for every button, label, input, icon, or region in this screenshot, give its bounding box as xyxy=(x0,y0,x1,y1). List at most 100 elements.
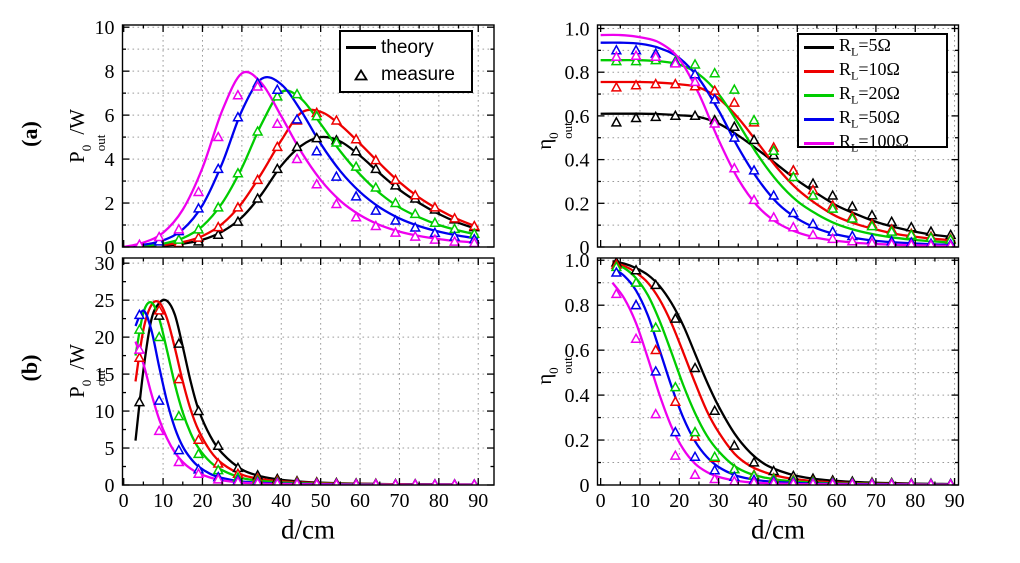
measure-points-R_L=20Ω xyxy=(610,54,957,244)
svg-text:20: 20 xyxy=(95,327,115,349)
legend-row-rl-0: RL=5Ω xyxy=(799,35,946,59)
measure-points-R_L=10Ω xyxy=(610,258,955,485)
svg-text:0.8: 0.8 xyxy=(565,62,590,84)
gridlines xyxy=(122,258,494,485)
x-axis-label-left: d/cm xyxy=(281,514,335,545)
svg-text:0.2: 0.2 xyxy=(565,193,590,215)
svg-text:10: 10 xyxy=(95,401,115,423)
svg-text:40: 40 xyxy=(748,490,768,512)
svg-text:0: 0 xyxy=(580,475,590,497)
svg-text:1.0: 1.0 xyxy=(565,18,590,40)
legend-row-rl-4: RL=100Ω xyxy=(799,131,946,155)
tick-labels: 0 0.2 0.4 0.6 0.8 1.0 xyxy=(565,18,590,259)
panel-power-vs-distance-row-a: 0 2 4 6 8 10 xyxy=(95,17,495,259)
legend-row-measure: measure xyxy=(341,63,471,87)
row-label-a: (a) xyxy=(17,121,42,147)
panel-efficiency-vs-distance-row-a: 0 0.2 0.4 0.6 0.8 1.0 xyxy=(565,18,960,259)
svg-text:25: 25 xyxy=(95,290,115,312)
svg-text:0: 0 xyxy=(580,237,590,259)
svg-text:0: 0 xyxy=(596,490,606,512)
legend-theory-measure: theory measure xyxy=(339,30,473,93)
legend-load-resistance: RL=5Ω RL=10Ω RL=20Ω RL=50Ω RL=100Ω xyxy=(797,33,948,154)
svg-text:90: 90 xyxy=(945,490,965,512)
svg-text:10: 10 xyxy=(630,490,650,512)
svg-text:30: 30 xyxy=(232,490,252,512)
measure-points-R_L=100Ω xyxy=(610,287,955,485)
series-line-icon xyxy=(799,141,839,145)
theory-curve-R_L=50Ω xyxy=(611,267,955,485)
series-line-icon xyxy=(799,69,839,73)
legend-label-theory: theory xyxy=(381,36,434,58)
theory-curve-R_L=100Ω xyxy=(611,282,955,485)
svg-text:40: 40 xyxy=(271,490,291,512)
svg-text:15: 15 xyxy=(95,364,115,386)
svg-text:20: 20 xyxy=(669,490,689,512)
theory-curve-R_L=10Ω xyxy=(612,261,955,485)
theory-curve-R_L=20Ω xyxy=(612,262,955,485)
y-axis-label-power-bottom: P 0 out/W xyxy=(64,344,108,398)
svg-text:70: 70 xyxy=(389,490,409,512)
tick-labels: 0 5 10 15 20 25 30 0 10 20 30 40 50 60 70 80 90 xyxy=(95,253,489,512)
measure-points-R_L=20Ω xyxy=(133,323,478,485)
svg-text:30: 30 xyxy=(95,253,115,275)
plot-frame xyxy=(121,24,495,248)
legend-row-theory: theory xyxy=(341,36,471,60)
svg-text:5: 5 xyxy=(105,438,115,460)
svg-text:90: 90 xyxy=(468,490,488,512)
svg-text:0: 0 xyxy=(105,475,115,497)
measure-points-R_L=20Ω xyxy=(610,260,955,485)
measure-points-R_L=50Ω xyxy=(610,266,955,485)
measure-points-R_L=100Ω xyxy=(134,80,480,247)
y-axis-label-eff-top: η 0 out xyxy=(531,122,575,150)
svg-text:30: 30 xyxy=(709,490,729,512)
legend-row-rl-3: RL=50Ω xyxy=(799,107,946,131)
svg-text:0.2: 0.2 xyxy=(565,430,590,452)
eta-symbol: η xyxy=(531,138,556,150)
measure-points-R_L=100Ω xyxy=(133,343,478,485)
svg-text:60: 60 xyxy=(827,490,847,512)
legend-label-rl-3: RL=50Ω xyxy=(839,106,900,131)
theory-curve-R_L=100Ω xyxy=(123,70,479,247)
svg-text:1.0: 1.0 xyxy=(565,250,590,272)
svg-text:50: 50 xyxy=(787,490,807,512)
theory-curve-R_L=10Ω xyxy=(123,108,479,247)
theory-curve-R_L=5Ω xyxy=(600,112,955,239)
theory-curve-R_L=50Ω xyxy=(123,75,479,247)
measure-points-R_L=5Ω xyxy=(135,132,480,247)
y-axis-label-power-top: P 0 out/W xyxy=(64,109,108,163)
tick-labels: 0 2 4 6 8 10 xyxy=(95,17,115,259)
legend-row-rl-1: RL=10Ω xyxy=(799,59,946,83)
svg-text:0.6: 0.6 xyxy=(565,340,590,362)
svg-text:0.4: 0.4 xyxy=(565,385,590,407)
legend-label-measure: measure xyxy=(381,64,455,86)
svg-text:70: 70 xyxy=(866,490,886,512)
plot-frame xyxy=(121,257,495,486)
theory-curve-R_L=5Ω xyxy=(134,298,479,485)
tick-labels: 0 0.2 0.4 0.6 0.8 1.0 0 10 20 30 40 50 60 70 80 90 xyxy=(565,250,965,512)
panel-power-vs-distance-row-b: 0 5 10 15 20 25 30 0 10 20 30 40 50 60 70 80 90 xyxy=(95,253,495,512)
svg-text:20: 20 xyxy=(192,490,212,512)
measure-points-R_L=100Ω xyxy=(610,49,955,247)
power-unit: /W xyxy=(64,109,89,135)
svg-text:80: 80 xyxy=(429,490,449,512)
svg-text:0: 0 xyxy=(105,237,115,259)
axis-ticks xyxy=(597,25,959,248)
svg-text:80: 80 xyxy=(905,490,925,512)
svg-text:6: 6 xyxy=(105,105,115,127)
series-line-icon xyxy=(799,93,839,97)
power-supsub: 0 out xyxy=(78,134,108,152)
theory-curve-R_L=10Ω xyxy=(134,299,479,485)
axis-ticks xyxy=(122,258,494,486)
svg-text:2: 2 xyxy=(105,193,115,215)
svg-text:0.8: 0.8 xyxy=(565,295,590,317)
svg-text:10: 10 xyxy=(153,490,173,512)
svg-text:0: 0 xyxy=(119,490,129,512)
legend-row-rl-2: RL=20Ω xyxy=(799,83,946,107)
series-line-icon xyxy=(799,117,839,121)
legend-label-rl-1: RL=10Ω xyxy=(839,58,900,83)
axis-ticks xyxy=(122,25,494,248)
panel-efficiency-vs-distance-row-b: 0 0.2 0.4 0.6 0.8 1.0 0 10 20 30 40 50 60 70 80 90 xyxy=(565,250,965,512)
svg-text:4: 4 xyxy=(105,149,115,171)
axis-ticks xyxy=(597,258,959,486)
